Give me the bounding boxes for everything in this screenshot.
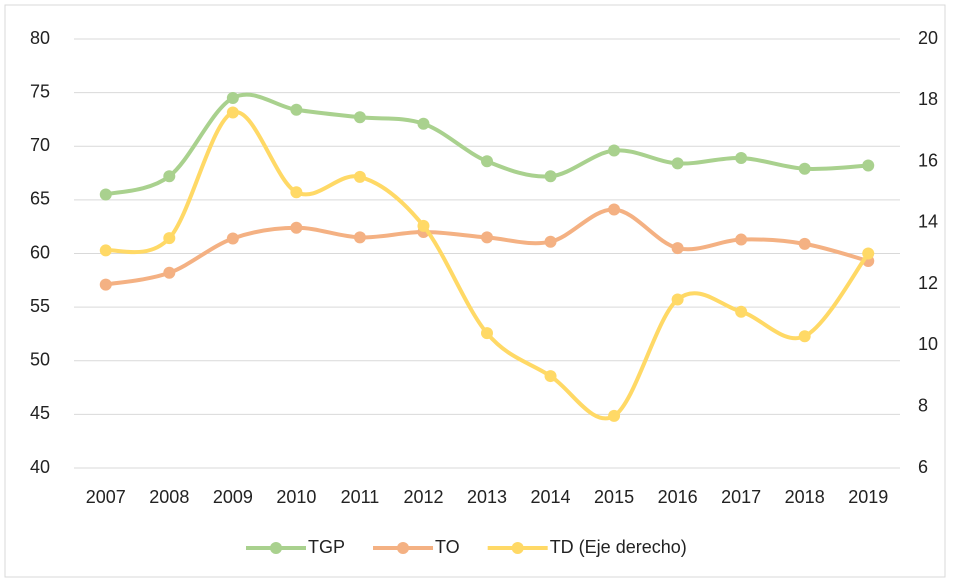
- y2-tick-label: 16: [918, 150, 938, 170]
- data-point: [481, 327, 493, 340]
- x-tick-label: 2014: [531, 487, 571, 507]
- data-point: [735, 305, 748, 318]
- y-tick-label: 70: [30, 135, 50, 155]
- data-point: [544, 370, 557, 383]
- data-point: [226, 232, 239, 245]
- data-point: [353, 170, 366, 183]
- x-tick-label: 2019: [848, 487, 888, 507]
- data-point: [544, 170, 557, 183]
- y2-tick-label: 12: [918, 273, 938, 293]
- y2-tick-label: 18: [918, 89, 938, 109]
- x-tick-label: 2008: [149, 487, 189, 507]
- y-tick-label: 75: [30, 81, 50, 101]
- legend-label: TO: [435, 537, 460, 557]
- chart-frame: [4, 4, 946, 578]
- data-point: [481, 155, 493, 168]
- data-point: [226, 106, 239, 119]
- y-tick-label: 45: [30, 403, 50, 423]
- data-point: [353, 111, 366, 124]
- data-point: [163, 170, 176, 183]
- y2-tick-label: 14: [918, 212, 938, 232]
- x-tick-label: 2007: [86, 487, 126, 507]
- data-point: [544, 235, 557, 248]
- legend-label: TD (Eje derecho): [550, 537, 687, 557]
- data-point: [226, 91, 239, 104]
- data-point: [290, 103, 303, 116]
- data-point: [481, 231, 493, 244]
- x-tick-label: 2015: [594, 487, 634, 507]
- x-tick-label: 2018: [785, 487, 825, 507]
- data-point: [798, 237, 811, 250]
- data-point: [99, 188, 112, 201]
- data-point: [798, 162, 811, 175]
- data-point: [417, 219, 430, 232]
- legend-marker: [511, 542, 524, 554]
- x-tick-label: 2017: [721, 487, 761, 507]
- x-tick-label: 2013: [467, 487, 507, 507]
- data-point: [163, 232, 176, 245]
- data-point: [671, 157, 684, 170]
- y-tick-label: 60: [30, 242, 50, 262]
- data-point: [290, 186, 303, 199]
- data-point: [798, 330, 811, 343]
- x-tick-label: 2009: [213, 487, 253, 507]
- x-tick-label: 2012: [403, 487, 443, 507]
- data-point: [290, 221, 303, 234]
- x-tick-label: 2016: [658, 487, 698, 507]
- x-tick-label: 2010: [276, 487, 316, 507]
- y-tick-label: 40: [30, 457, 50, 477]
- y2-tick-label: 20: [918, 28, 938, 48]
- y-tick-label: 80: [30, 28, 50, 48]
- data-point: [608, 203, 621, 216]
- data-point: [735, 233, 748, 246]
- y-tick-label: 50: [30, 350, 50, 370]
- data-point: [99, 278, 112, 291]
- data-point: [608, 409, 621, 422]
- y2-tick-label: 8: [918, 395, 928, 415]
- data-point: [353, 231, 366, 244]
- data-point: [735, 152, 748, 165]
- legend-marker: [270, 542, 282, 554]
- legend-label: TGP: [308, 537, 345, 557]
- legend-marker: [397, 542, 410, 554]
- data-point: [862, 247, 875, 260]
- data-point: [99, 244, 112, 257]
- data-point: [671, 293, 684, 306]
- data-point: [862, 159, 875, 172]
- data-point: [163, 266, 176, 279]
- data-point: [417, 117, 430, 130]
- x-tick-label: 2011: [341, 487, 380, 507]
- y-tick-label: 65: [30, 189, 50, 209]
- y2-tick-label: 10: [918, 334, 938, 354]
- data-point: [608, 144, 621, 157]
- y2-tick-label: 6: [918, 457, 928, 477]
- data-point: [671, 242, 684, 255]
- y-tick-label: 55: [30, 296, 50, 316]
